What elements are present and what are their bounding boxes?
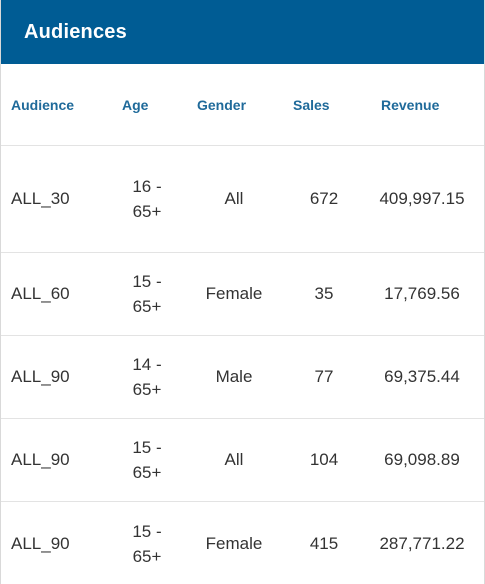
age-range-start: 15 -: [132, 521, 162, 541]
revenue-cell: 409,997.15: [379, 189, 465, 208]
revenue-cell: 69,098.89: [384, 450, 460, 469]
audience-cell: ALL_30: [11, 189, 70, 208]
age-range-end: 65+: [132, 380, 162, 399]
gender-cell: Female: [205, 533, 263, 553]
column-header-sales[interactable]: Sales: [293, 97, 330, 113]
age-cell: 15 - 65+: [122, 435, 172, 485]
gender-cell: Male: [215, 367, 253, 386]
gender-cell: All: [224, 450, 244, 469]
table-row[interactable]: ALL_30 16 - 65+ All 672 409,997.15: [1, 146, 484, 253]
sales-cell: 35: [314, 284, 334, 303]
revenue-cell: 17,769.56: [384, 284, 460, 303]
gender-cell: All: [224, 189, 244, 208]
audience-cell: ALL_90: [11, 450, 70, 469]
table-row[interactable]: ALL_90 15 - 65+ Female 415 287,771.22: [1, 502, 484, 584]
table-header: Audience Age Gender Sales Revenue: [1, 64, 484, 146]
age-cell: 14 - 65+: [122, 352, 172, 402]
age-range-end: 65+: [132, 297, 162, 316]
sales-cell: 672: [309, 189, 339, 208]
table-row[interactable]: ALL_60 15 - 65+ Female 35 17,769.56: [1, 253, 484, 336]
column-header-gender[interactable]: Gender: [197, 97, 247, 113]
age-range-end: 65+: [132, 546, 162, 566]
column-header-audience[interactable]: Audience: [11, 97, 75, 113]
table-row[interactable]: ALL_90 14 - 65+ Male 77 69,375.44: [1, 336, 484, 419]
age-cell: 15 - 65+: [122, 269, 172, 319]
age-range-end: 65+: [132, 202, 162, 221]
revenue-cell: 287,771.22: [379, 533, 465, 553]
age-range-end: 65+: [132, 463, 162, 482]
column-header-revenue[interactable]: Revenue: [381, 97, 440, 113]
sales-cell: 77: [314, 367, 334, 386]
revenue-cell: 69,375.44: [384, 367, 460, 386]
table-row[interactable]: ALL_90 15 - 65+ All 104 69,098.89: [1, 419, 484, 502]
age-range-start: 16 -: [132, 177, 162, 196]
sales-cell: 104: [309, 450, 339, 469]
gender-cell: Female: [205, 284, 263, 303]
panel-title: Audiences: [24, 20, 127, 43]
age-range-start: 15 -: [132, 272, 162, 291]
panel-header: Audiences: [1, 0, 484, 64]
column-header-age[interactable]: Age: [122, 97, 149, 113]
age-range-start: 15 -: [132, 438, 162, 457]
age-cell: 15 - 65+: [122, 519, 172, 569]
sales-cell: 415: [309, 533, 339, 553]
audience-cell: ALL_90: [11, 533, 70, 553]
audience-cell: ALL_90: [11, 367, 70, 386]
age-range-start: 14 -: [132, 355, 162, 374]
audience-cell: ALL_60: [11, 284, 70, 303]
age-cell: 16 - 65+: [122, 174, 172, 224]
